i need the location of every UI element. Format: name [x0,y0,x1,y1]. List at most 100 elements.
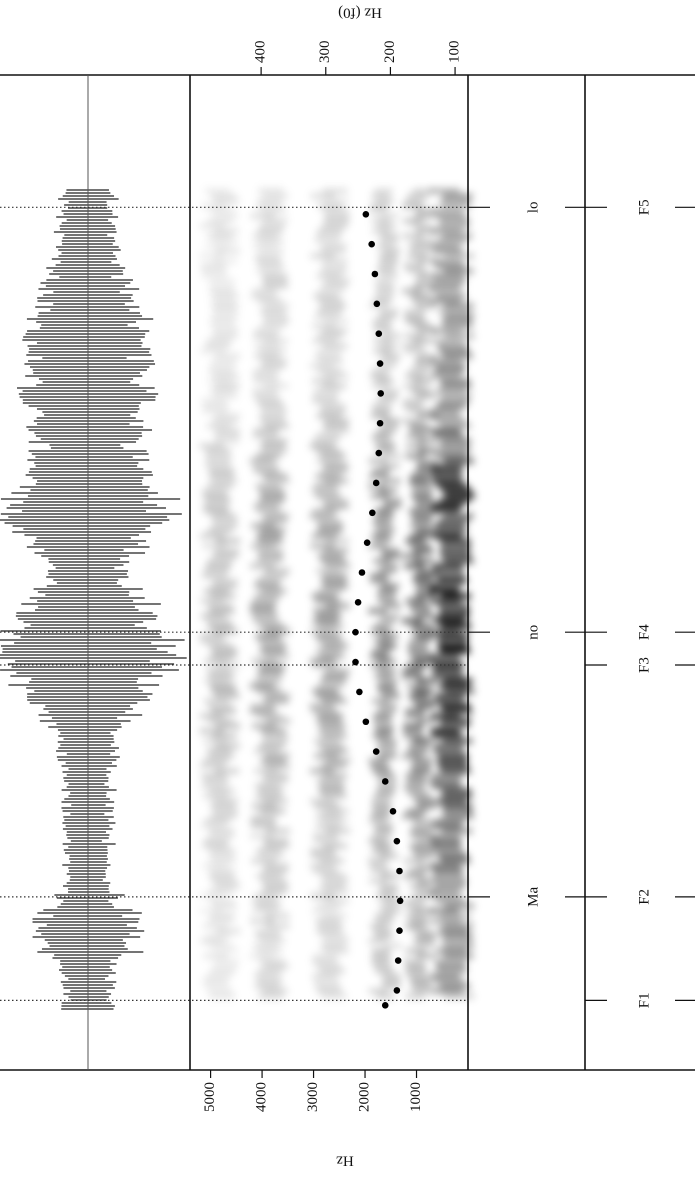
texture-cell [210,593,236,599]
texture-cell [207,483,233,489]
texture-cell [211,513,237,519]
texture-cell [204,983,230,989]
texture-cell [410,388,431,394]
texture-cell [200,348,226,354]
texture-cell [415,588,436,594]
texture-cell [252,393,278,399]
texture-cell [372,808,391,814]
texture-cell [434,673,465,679]
texture-cell [442,708,473,714]
texture-cell [314,983,340,989]
texture-cell [408,778,429,784]
texture-cell [441,938,472,944]
texture-cell [378,643,397,649]
texture-cell [314,753,340,759]
texture-cell [320,873,346,879]
texture-cell [262,888,288,894]
texture-cell [254,983,280,989]
texture-cell [378,313,397,319]
tier-label: F1 [636,992,652,1008]
texture-cell [321,243,347,249]
texture-cell [379,633,398,639]
texture-cell [406,683,427,689]
texture-cell [215,883,241,889]
texture-cell [410,293,431,299]
texture-cell [380,308,399,314]
texture-cell [206,338,232,344]
texture-cell [249,683,275,689]
texture-cell [402,668,423,674]
texture-cell [214,548,240,554]
texture-cell [371,383,390,389]
texture-cell [432,338,463,344]
texture-cell [322,843,348,849]
texture-cell [410,828,431,834]
texture-cell [323,198,349,204]
texture-cell [201,773,227,779]
texture-cell [415,798,436,804]
texture-cell [312,508,338,514]
f0-point [354,599,362,606]
texture-cell [415,528,436,534]
texture-cell [208,918,234,924]
texture-cell [382,553,401,559]
texture-cell [207,623,233,629]
texture-cell [323,878,349,884]
texture-cell [262,778,288,784]
texture-cell [256,903,282,909]
texture-cell [371,698,390,704]
texture-cell [255,633,281,639]
texture-cell [417,353,438,359]
texture-cell [318,743,344,749]
texture-cell [206,668,232,674]
texture-cell [254,253,280,259]
texture-cell [381,418,400,424]
texture-cell [256,688,282,694]
texture-cell [215,723,241,729]
texture-cell [251,823,277,829]
texture-cell [382,908,401,914]
texture-cell [201,398,227,404]
texture-cell [383,498,402,504]
texture-cell [372,468,391,474]
texture-cell [375,293,394,299]
texture-cell [316,988,342,994]
texture-cell [416,278,437,284]
texture-cell [202,978,228,984]
texture-cell [429,243,460,249]
texture-cell [374,823,393,829]
texture-cell [405,453,426,459]
texture-cell [382,693,401,699]
texture-cell [403,783,424,789]
texture-cell [377,268,396,274]
texture-cell [249,708,275,714]
texture-cell [439,378,470,384]
texture-cell [413,488,434,494]
texture-cell [249,458,275,464]
texture-cell [380,238,399,244]
texture-cell [261,588,287,594]
texture-cell [322,573,348,579]
texture-cell [209,298,235,304]
texture-cell [411,768,432,774]
texture-cell [264,568,290,574]
texture-cell [200,533,226,539]
texture-cell [432,228,463,234]
texture-cell [206,458,232,464]
texture-cell [212,963,238,969]
texture-cell [432,248,463,254]
texture-cell [212,628,238,634]
texture-cell [406,443,427,449]
texture-cell [415,468,436,474]
texture-cell [315,448,341,454]
y-tick-label: 3000 [305,1082,321,1112]
texture-cell [211,903,237,909]
texture-cell [322,498,348,504]
texture-cell [443,943,474,949]
texture-cell [212,523,238,529]
texture-cell [433,868,464,874]
texture-cell [382,353,401,359]
texture-cell [437,343,468,349]
texture-cell [211,258,237,264]
texture-cell [438,223,469,229]
